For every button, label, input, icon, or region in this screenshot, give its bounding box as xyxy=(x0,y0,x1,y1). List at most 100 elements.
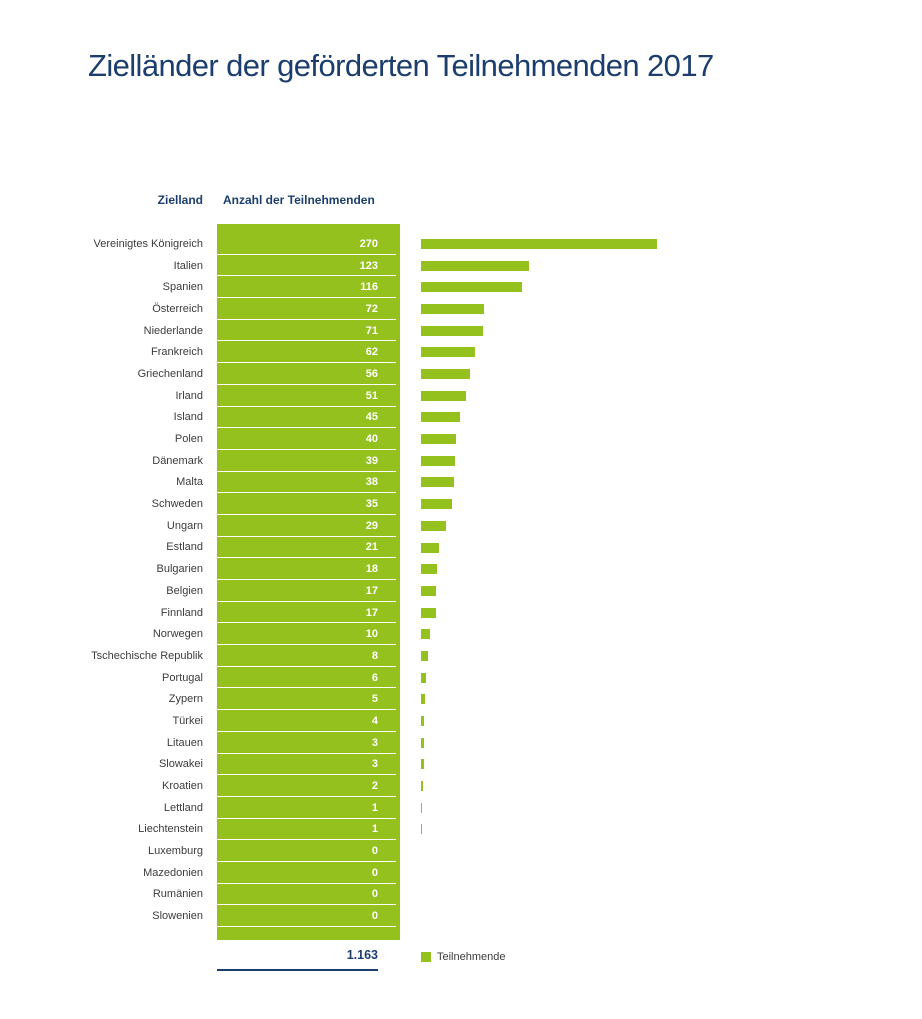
row-separator xyxy=(217,600,396,602)
country-label: Rumänien xyxy=(152,888,203,901)
participant-count: 116 xyxy=(360,281,378,294)
participant-count: 71 xyxy=(365,324,378,337)
value-column-background xyxy=(217,224,400,940)
participant-count: 0 xyxy=(371,866,378,879)
participant-count: 29 xyxy=(365,519,378,532)
participant-count: 18 xyxy=(365,563,378,576)
row-separator xyxy=(217,318,396,320)
participant-count: 0 xyxy=(371,845,378,858)
country-label: Vereinigtes Königreich xyxy=(93,237,203,250)
row-separator xyxy=(217,253,396,255)
country-label: Kroatien xyxy=(162,780,203,793)
country-label: Ungarn xyxy=(166,519,203,532)
country-label: Litauen xyxy=(166,736,203,749)
table-row: Island 45 xyxy=(0,407,922,429)
participant-bar xyxy=(421,650,428,661)
participant-count: 270 xyxy=(359,237,378,250)
table-row: Vereinigtes Königreich 270 xyxy=(0,233,922,255)
row-separator xyxy=(217,687,396,689)
country-label: Polen xyxy=(174,433,203,446)
row-separator xyxy=(217,383,396,385)
table-row: Lettland 1 xyxy=(0,797,922,819)
participant-bar xyxy=(421,303,484,314)
row-separator xyxy=(217,448,396,450)
participant-bar xyxy=(421,564,437,575)
row-separator xyxy=(217,470,396,472)
participant-count: 123 xyxy=(359,259,378,272)
participant-count: 3 xyxy=(371,758,378,771)
row-separator xyxy=(217,709,396,711)
table-row: Slowenien 0 xyxy=(0,905,922,927)
row-separator xyxy=(217,644,396,646)
table-row: Norwegen 10 xyxy=(0,623,922,646)
country-label: Spanien xyxy=(162,281,203,294)
row-separator xyxy=(217,513,396,515)
table-row: Dänemark 39 xyxy=(0,450,922,472)
column-header-zielland: Zielland xyxy=(157,193,203,207)
table-row: Kroatien 2 xyxy=(0,775,922,797)
row-separator xyxy=(217,839,396,841)
participant-bar xyxy=(421,282,523,293)
row-separator xyxy=(217,622,396,624)
row-separator xyxy=(217,665,396,667)
participant-bar xyxy=(421,520,447,531)
participant-count: 21 xyxy=(365,541,378,554)
row-separator xyxy=(217,882,396,884)
country-label: Malta xyxy=(176,476,203,489)
row-separator xyxy=(217,405,396,407)
participant-count: 1 xyxy=(371,823,378,836)
participant-count: 35 xyxy=(365,498,378,511)
participant-bar xyxy=(421,238,657,249)
table-row: Rumänien 0 xyxy=(0,884,922,906)
row-separator xyxy=(217,340,396,342)
green-square-icon xyxy=(421,952,431,962)
table-row: Tschechische Republik 8 xyxy=(0,645,922,667)
participant-bar xyxy=(421,694,426,705)
country-label: Lettland xyxy=(163,801,203,814)
table-row: Finnland 17 xyxy=(0,602,922,624)
total-value: 1.163 xyxy=(346,948,378,962)
participant-bar xyxy=(421,369,470,380)
country-label: Portugal xyxy=(162,671,203,684)
row-separator xyxy=(217,774,396,776)
table-row: Niederlande 71 xyxy=(0,320,922,342)
participant-bar xyxy=(421,607,436,618)
row-separator xyxy=(217,535,396,537)
participant-bar xyxy=(421,737,424,748)
participant-count: 17 xyxy=(365,584,378,597)
row-separator xyxy=(217,275,396,277)
participant-count: 4 xyxy=(371,714,378,727)
table-row: Malta 38 xyxy=(0,472,922,494)
participant-bar xyxy=(421,477,455,488)
table-row: Zypern 5 xyxy=(0,688,922,711)
table-row: Frankreich 62 xyxy=(0,341,922,364)
participant-bar xyxy=(421,716,425,727)
participant-count: 0 xyxy=(371,910,378,923)
row-separator xyxy=(217,752,396,754)
table-row: Litauen 3 xyxy=(0,732,922,754)
country-label: Norwegen xyxy=(152,628,203,641)
participant-bar xyxy=(421,434,456,445)
participant-count: 1 xyxy=(371,801,378,814)
country-label: Frankreich xyxy=(151,346,203,359)
participant-bar xyxy=(421,390,466,401)
column-header-anzahl: Anzahl der Teilnehmenden xyxy=(223,193,375,207)
participant-bar xyxy=(421,672,427,683)
participant-bar xyxy=(421,781,423,792)
row-separator xyxy=(217,926,396,927)
country-label: Italien xyxy=(173,259,203,272)
country-label: Tschechische Republik xyxy=(91,649,203,662)
country-label: Bulgarien xyxy=(156,563,203,576)
row-separator xyxy=(217,795,396,797)
table-row: Österreich 72 xyxy=(0,298,922,320)
row-separator xyxy=(217,817,396,819)
participant-bar xyxy=(421,802,422,813)
table-row: Schweden 35 xyxy=(0,493,922,515)
participant-count: 72 xyxy=(365,302,378,315)
row-separator xyxy=(217,860,396,862)
participant-count: 39 xyxy=(365,454,378,467)
participant-count: 56 xyxy=(365,367,378,380)
row-separator xyxy=(217,579,396,580)
row-separator xyxy=(217,297,396,299)
participant-bar xyxy=(421,499,452,510)
